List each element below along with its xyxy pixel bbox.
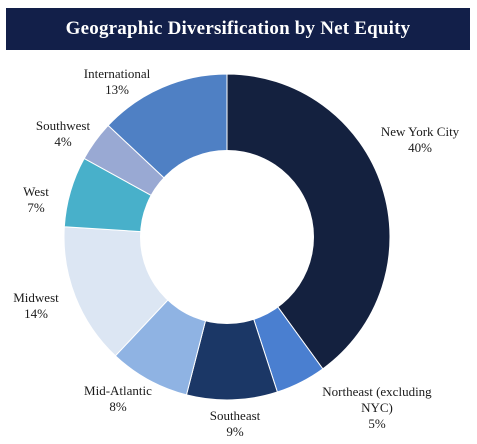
slice-label: Midwest 14% [13,290,59,321]
slice-label: New York City 40% [381,124,460,155]
slice-label: International 13% [84,66,151,97]
slice-label: West 7% [23,184,49,215]
slice-value-label: 13% [105,82,129,97]
slice-value-label: 4% [54,134,72,149]
slice-value-label: 40% [408,140,432,155]
slice-value-label: 7% [27,200,45,215]
slice-label: Mid-Atlantic 8% [84,383,152,414]
slice-value-label: 9% [226,424,244,439]
slice-label: Southwest 4% [36,118,91,149]
donut-hole [140,150,314,324]
slice-value-label: 8% [109,399,127,414]
slice-value-label: 14% [24,306,48,321]
chart-title: Geographic Diversification by Net Equity [65,18,411,39]
title-banner: Geographic Diversification by Net Equity [6,8,470,50]
slice-label: Southeast 9% [210,408,261,439]
slice-labels: New York City 40% Northeast (excluding NYC)… [13,66,459,439]
slice-value-label: 5% [368,416,386,431]
slice-label: Northeast (excluding NYC) 5% [322,384,432,431]
